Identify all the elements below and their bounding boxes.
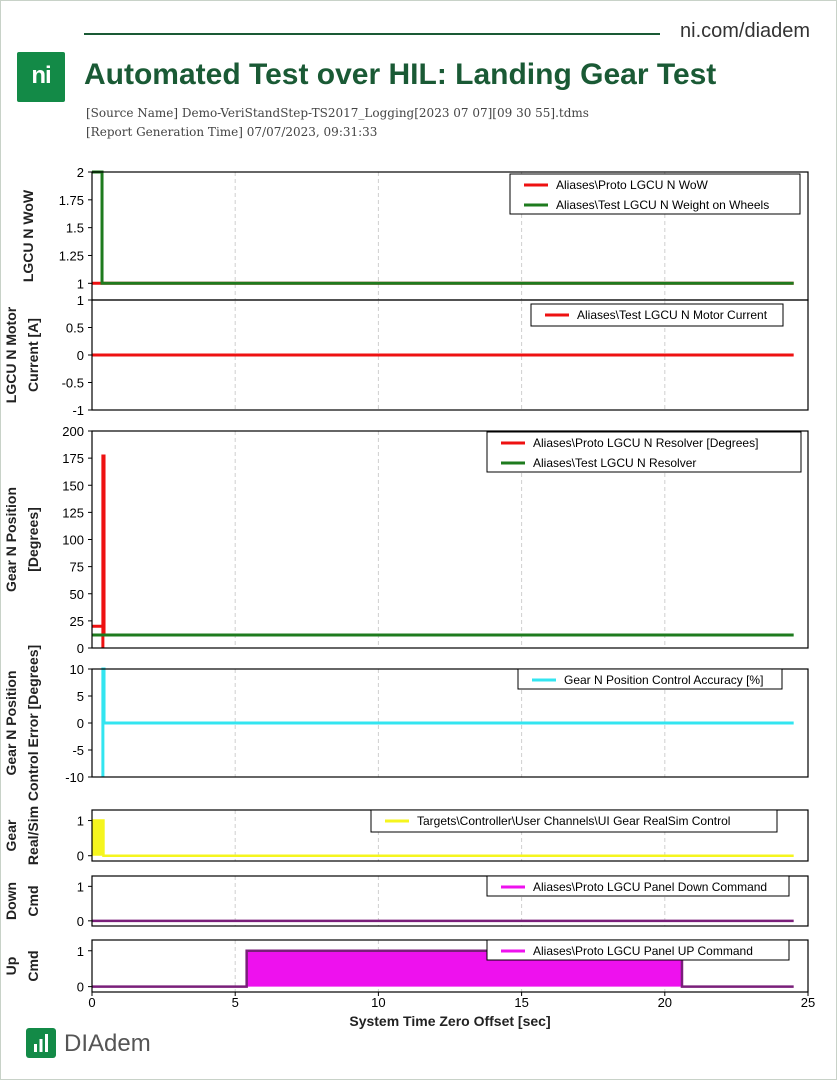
y-axis-label: Gear N Position (3, 670, 19, 775)
site-link[interactable]: ni.com/diadem (680, 20, 811, 42)
y-tick-label: -10 (65, 770, 84, 785)
y-tick-label: 1 (77, 879, 84, 894)
x-axis-label: System Time Zero Offset [sec] (349, 1013, 550, 1029)
y-tick-label: 0.5 (66, 321, 84, 336)
panel-frame (91, 668, 809, 778)
y-tick-label: 0 (77, 980, 84, 995)
panel-3: 10 5 0 -5 -10 Gear N Position Control Error [D… (3, 645, 809, 801)
y-axis-label: LGCU N WoW (20, 189, 36, 282)
legend-box (370, 809, 778, 833)
panel-frame (91, 299, 809, 411)
y-tick-label: 25 (70, 614, 84, 629)
y-tick-label: 0 (77, 849, 84, 864)
y-axis-label: Down (3, 882, 19, 920)
y-axis-label: Cmd (25, 885, 41, 916)
y-axis-label: Gear (3, 819, 19, 851)
legend-entry: Aliases\Proto LGCU Panel Down Command (533, 880, 767, 894)
y-axis-label: [Degrees] (25, 507, 41, 572)
legend-entry: Gear N Position Control Accuracy [%] (564, 673, 763, 687)
diadem-logo-icon (26, 1028, 56, 1058)
y-tick-label: 150 (62, 478, 84, 493)
y-axis-label: Gear N Position (3, 487, 19, 592)
legend-box (486, 875, 790, 897)
y-tick-label: 0 (77, 641, 84, 656)
y-axis-label: Control Error [Degrees] (25, 645, 41, 801)
source-name: [Source Name] Demo-VeriStandStep-TS2017_… (86, 106, 589, 120)
series-line (92, 949, 794, 988)
y-axis-label: Up (3, 957, 19, 976)
y-tick-label: 0 (77, 914, 84, 929)
panel-4: 1 0 Gear Real/Sim Targets\Controller\User Ch… (3, 806, 809, 865)
y-tick-label: 1.25 (59, 248, 84, 263)
x-tick-label: 15 (514, 995, 528, 1010)
legend-entry: Aliases\Proto LGCU N WoW (556, 178, 708, 192)
x-tick-label: 10 (371, 995, 385, 1010)
legend-box (517, 668, 783, 690)
y-tick-label: 2 (77, 165, 84, 180)
panel-6: 1 0 Up Cmd Aliases\Proto LGCU Panel UP Comma… (3, 939, 809, 995)
legend-entry: Aliases\Test LGCU N Weight on Wheels (556, 198, 769, 212)
y-tick-label: 1 (77, 814, 84, 829)
legend-box (486, 939, 790, 961)
x-tick-label: 20 (658, 995, 672, 1010)
panel-frame (91, 430, 809, 649)
y-tick-label: 1 (77, 944, 84, 959)
y-tick-label: 75 (70, 560, 84, 575)
bar-chart-icon (34, 1034, 48, 1052)
y-tick-label: -1 (72, 403, 84, 418)
y-axis-label: LGCU N Motor (3, 306, 19, 403)
y-tick-label: 10 (70, 662, 84, 677)
y-tick-label: -0.5 (62, 376, 84, 391)
report-generation-time: [Report Generation Time] 07/07/2023, 09:… (86, 125, 378, 139)
y-tick-label: 200 (62, 424, 84, 439)
legend-box (530, 303, 784, 327)
ni-logo: ni (17, 52, 65, 102)
panel-frame (91, 939, 809, 993)
legend-box (486, 431, 802, 473)
y-tick-label: 1 (77, 293, 84, 308)
y-tick-label: 100 (62, 533, 84, 548)
legend-box (509, 173, 801, 215)
y-tick-label: 1.75 (59, 193, 84, 208)
y-tick-label: 50 (70, 587, 84, 602)
y-tick-label: 1 (77, 276, 84, 291)
x-tick-label: 25 (801, 995, 815, 1010)
y-axis-label: Real/Sim (25, 806, 41, 865)
y-tick-label: -5 (72, 743, 84, 758)
legend-entry: Aliases\Proto LGCU N Resolver [Degrees] (533, 436, 758, 450)
panel-5: 1 0 Down Cmd Aliases\Proto LGCU Panel Down C… (3, 875, 809, 929)
y-axis-label: Cmd (25, 950, 41, 981)
series-line (92, 819, 794, 857)
legend-entry: Aliases\Test LGCU N Resolver (533, 456, 696, 470)
panel-frame (91, 875, 809, 927)
y-tick-label: 5 (77, 689, 84, 704)
report-title: Automated Test over HIL: Landing Gear Te… (84, 58, 717, 91)
y-tick-label: 125 (62, 505, 84, 520)
y-tick-label: 0 (77, 716, 84, 731)
legend-entry: Aliases\Test LGCU N Motor Current (577, 308, 768, 322)
legend-entry: Targets\Controller\User Channels\UI Gear… (417, 814, 730, 828)
y-tick-label: 0 (77, 348, 84, 363)
header-rule (84, 33, 660, 35)
panel-1: 1 0.5 0 -0.5 -1 LGCU N Motor Current [A] Aliase… (3, 293, 809, 418)
panel-0: 2 1.75 1.5 1.25 1 LGCU N WoW Aliases\Proto LGC… (20, 165, 809, 301)
diadem-brand: DIAdem (64, 1030, 151, 1057)
series-line (92, 454, 106, 648)
x-tick-label: 0 (88, 995, 95, 1010)
y-axis-label: Current [A] (25, 318, 41, 392)
x-tick-label: 5 (232, 995, 239, 1010)
y-tick-label: 175 (62, 451, 84, 466)
ni-logo-text: ni (31, 62, 51, 89)
legend-entry: Aliases\Proto LGCU Panel UP Command (533, 944, 753, 958)
y-tick-label: 1.5 (66, 221, 84, 236)
panel-2: 200 175 150 125 100 75 50 25 0 Gear N Position [De… (3, 424, 809, 656)
